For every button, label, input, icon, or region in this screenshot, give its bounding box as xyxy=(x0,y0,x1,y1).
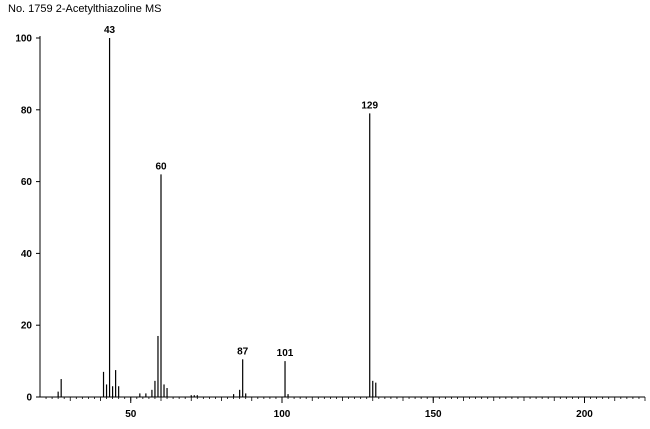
peak-label: 43 xyxy=(104,25,116,36)
y-tick-label: 60 xyxy=(21,177,33,188)
x-tick-label: 200 xyxy=(576,409,593,420)
x-tick-label: 100 xyxy=(274,409,291,420)
peak-label: 60 xyxy=(155,161,167,172)
x-tick-label: 50 xyxy=(125,409,137,420)
y-tick-label: 40 xyxy=(21,249,33,260)
y-tick-label: 80 xyxy=(21,105,33,116)
x-tick-label: 150 xyxy=(425,409,442,420)
peak-label: 101 xyxy=(277,348,294,359)
y-tick-label: 20 xyxy=(21,321,33,332)
peak-label: 129 xyxy=(361,100,378,111)
y-tick-label: 0 xyxy=(26,393,32,404)
chart-title: No. 1759 2-Acetylthiazoline MS xyxy=(8,3,162,15)
peak-label: 87 xyxy=(237,346,249,357)
y-tick-label: 100 xyxy=(15,34,32,45)
